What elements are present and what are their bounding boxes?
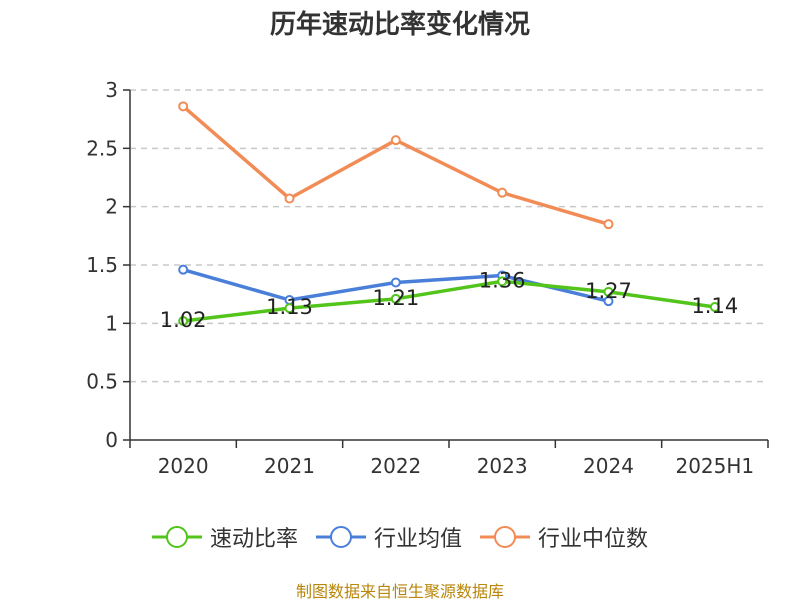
x-tick-label: 2025H1 — [675, 454, 754, 478]
data-point — [390, 293, 401, 304]
y-tick-label: 0.5 — [86, 370, 118, 394]
data-point — [603, 286, 614, 297]
data-label: 1.14 — [691, 294, 738, 318]
data-point — [390, 277, 401, 288]
data-point — [284, 303, 295, 314]
chart-legend: 速动比率 行业均值 行业中位数 — [0, 521, 800, 553]
legend-label-industry-median: 行业中位数 — [538, 527, 649, 552]
x-tick-label: 2022 — [370, 454, 421, 478]
data-point — [497, 187, 508, 198]
x-tick-label: 2023 — [477, 454, 528, 478]
data-point — [390, 135, 401, 146]
data-label: 1.02 — [160, 308, 207, 332]
data-point — [284, 193, 295, 204]
legend-label-industry-mean: 行业均值 — [373, 527, 462, 552]
legend-item-industry-median[interactable]: 行业中位数 — [480, 521, 648, 553]
y-tick-label: 2 — [105, 195, 118, 219]
data-point — [178, 101, 189, 112]
data-label: 1.13 — [266, 295, 313, 319]
y-tick-label: 1.5 — [86, 253, 118, 277]
data-point — [497, 276, 508, 287]
chart-title: 历年速动比率变化情况 — [269, 10, 530, 40]
data-point — [178, 264, 189, 275]
data-source-note: 制图数据来自恒生聚源数据库 — [295, 582, 504, 601]
legend-item-quick-ratio[interactable]: 速动比率 — [151, 521, 298, 553]
data-label: 1.36 — [479, 268, 526, 292]
x-tick-label: 2020 — [158, 454, 209, 478]
y-tick-label: 2.5 — [86, 136, 118, 160]
legend-marker-industry-median — [480, 526, 530, 548]
legend-marker-quick-ratio — [151, 526, 202, 548]
y-tick-label: 1 — [105, 311, 118, 335]
x-tick-label: 2021 — [264, 454, 315, 478]
x-tick-label: 2024 — [583, 454, 634, 478]
data-label: 1.27 — [585, 279, 632, 303]
data-label: 1.21 — [372, 286, 419, 310]
y-tick-label: 0 — [105, 428, 118, 452]
data-point — [178, 316, 189, 326]
data-point — [709, 302, 720, 312]
series-line — [182, 279, 716, 323]
y-tick-label: 3 — [105, 78, 118, 102]
data-point — [603, 296, 614, 307]
legend-marker-industry-mean — [315, 526, 366, 548]
data-point — [603, 219, 614, 230]
legend-item-industry-mean[interactable]: 行业均值 — [315, 521, 462, 553]
legend-label-quick-ratio: 速动比率 — [209, 527, 298, 552]
